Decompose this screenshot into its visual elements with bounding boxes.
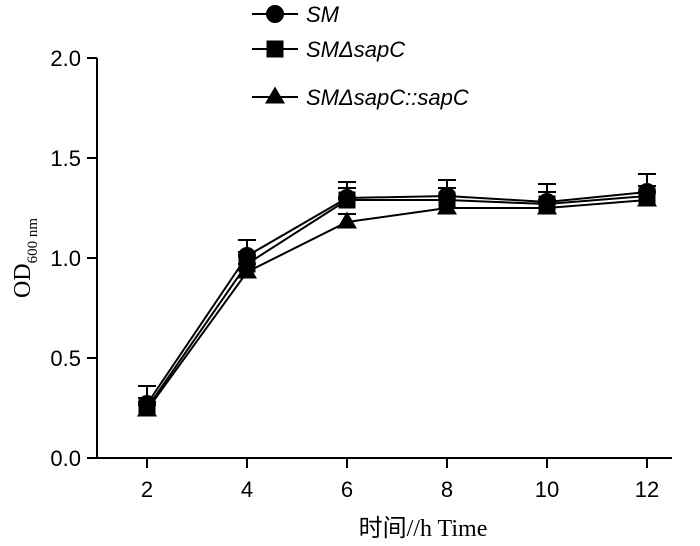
y-tick-label: 1.0 [50,246,81,271]
series-circle [138,173,656,413]
y-axis-title-sub: 600 nm [25,218,41,264]
data-point [537,197,557,215]
y-tick-label: 2.0 [50,46,81,71]
y-tick-label: 0.5 [50,346,81,371]
x-tick-label: 6 [341,477,353,502]
data-point [338,191,356,209]
x-ticks: 2 4 6 8 10 12 [141,458,659,502]
series-triangle [137,189,657,417]
y-tick-label: 1.5 [50,146,81,171]
data-point [237,261,257,279]
x-axis-title: 时间//h Time [359,515,488,542]
series-line [146,195,648,409]
x-tick-label: 10 [535,477,559,502]
data-point [337,211,357,229]
axes [96,58,672,459]
series-layer [137,173,657,417]
legend-label: SMΔsapC::sapC [306,85,469,110]
y-tick-label: 0.0 [50,446,81,471]
data-point [137,399,157,417]
series-line [146,191,648,405]
legend-label: SMΔsapC [306,37,405,62]
x-tick-label: 12 [635,477,659,502]
x-tick-label: 8 [441,477,453,502]
legend-label: SM [306,2,340,27]
legend-marker [265,86,285,104]
series-line [146,199,648,411]
y-axis-title: OD600 nm [10,218,41,298]
legend-marker [266,40,284,58]
data-point [637,189,657,207]
y-ticks: 0.0 0.5 1.0 1.5 2.0 [50,46,97,471]
legend-marker [266,5,284,23]
data-point [437,197,457,215]
x-tick-label: 4 [241,477,253,502]
y-axis-title-main: OD [10,263,36,298]
x-tick-label: 2 [141,477,153,502]
